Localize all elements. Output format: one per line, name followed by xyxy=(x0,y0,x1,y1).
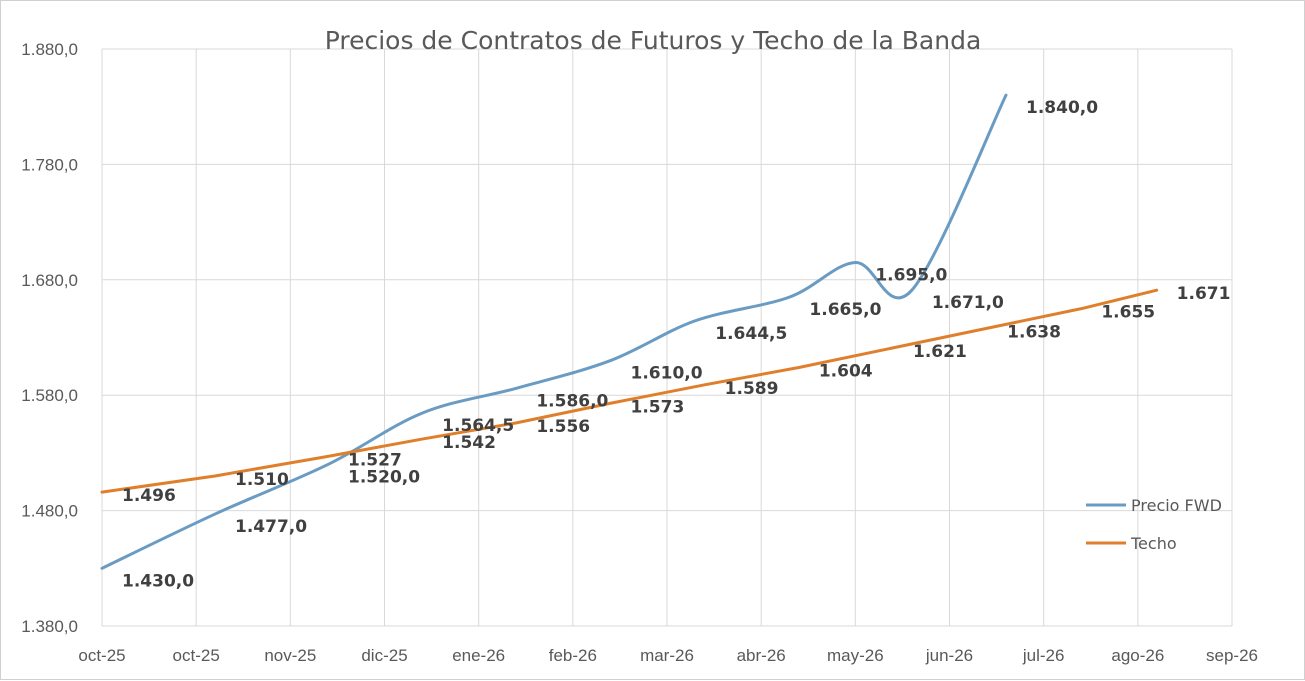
techo-data-label: 1.542 xyxy=(442,433,496,453)
x-tick-label: ene-26 xyxy=(452,646,505,665)
x-tick-label: abr-26 xyxy=(737,646,786,665)
x-tick-label: ago-26 xyxy=(1111,646,1164,665)
x-tick-label: jun-26 xyxy=(925,646,973,665)
x-axis-ticks: oct-25 oct-25 nov-25 dic-25 ene-26 feb-26 mar-… xyxy=(78,646,1258,665)
legend: Precio FWD Techo xyxy=(1086,496,1222,553)
x-tick-label: oct-25 xyxy=(78,646,125,665)
x-tick-label: dic-25 xyxy=(361,646,407,665)
y-tick-label: 1.780,0 xyxy=(21,155,78,174)
x-tick-label: sep-26 xyxy=(1206,646,1258,665)
y-tick-label: 1.480,0 xyxy=(21,502,78,521)
y-axis-ticks: 1.880,0 1.780,0 1.680,0 1.580,0 1.480,0 1.380… xyxy=(21,40,78,636)
techo-data-label: 1.671 xyxy=(1177,284,1231,304)
precio-fwd-data-label: 1.671,0 xyxy=(932,293,1004,313)
gridlines xyxy=(101,48,1233,627)
x-tick-label: may-26 xyxy=(827,646,884,665)
techo-data-label: 1.589 xyxy=(725,379,779,399)
techo-data-label: 1.510 xyxy=(235,470,289,490)
precio-fwd-data-label: 1.695,0 xyxy=(875,265,947,285)
precio-fwd-data-label: 1.430,0 xyxy=(122,571,194,591)
precio-fwd-data-label: 1.477,0 xyxy=(235,517,307,537)
x-tick-label: jul-26 xyxy=(1022,646,1065,665)
series-lines xyxy=(100,93,1159,570)
precio-fwd-data-label: 1.840,0 xyxy=(1026,98,1098,118)
precio-fwd-line xyxy=(100,93,1008,570)
techo-data-label: 1.496 xyxy=(122,486,176,506)
techo-data-label: 1.655 xyxy=(1101,303,1155,323)
techo-data-label: 1.573 xyxy=(631,397,685,417)
precio-fwd-data-label: 1.644,5 xyxy=(715,324,787,344)
y-tick-label: 1.680,0 xyxy=(21,271,78,290)
legend-label: Techo xyxy=(1130,534,1177,553)
precio-fwd-data-label: 1.665,0 xyxy=(809,300,881,320)
x-tick-label: mar-26 xyxy=(640,646,694,665)
techo-data-label: 1.621 xyxy=(913,342,967,362)
y-tick-label: 1.880,0 xyxy=(21,40,78,59)
chart-title: Precios de Contratos de Futuros y Techo … xyxy=(325,26,982,55)
precio-fwd-data-label: 1.564,5 xyxy=(442,416,514,436)
techo-data-label: 1.527 xyxy=(348,450,402,470)
techo-data-label: 1.556 xyxy=(536,417,590,437)
x-tick-label: nov-25 xyxy=(264,646,316,665)
precio-fwd-data-label: 1.520,0 xyxy=(348,467,420,487)
precio-fwd-data-label: 1.610,0 xyxy=(631,364,703,384)
x-tick-label: oct-25 xyxy=(173,646,220,665)
data-labels: 1.430,0 1.477,0 1.520,0 1.564,5 1.586,0 1.610… xyxy=(122,98,1230,591)
y-tick-label: 1.580,0 xyxy=(21,386,78,405)
techo-data-label: 1.604 xyxy=(819,362,873,382)
precio-fwd-data-label: 1.586,0 xyxy=(536,391,608,411)
techo-line xyxy=(100,288,1159,494)
y-tick-label: 1.380,0 xyxy=(21,617,78,636)
techo-data-label: 1.638 xyxy=(1007,322,1061,342)
legend-label: Precio FWD xyxy=(1131,496,1222,515)
x-tick-label: feb-26 xyxy=(549,646,597,665)
